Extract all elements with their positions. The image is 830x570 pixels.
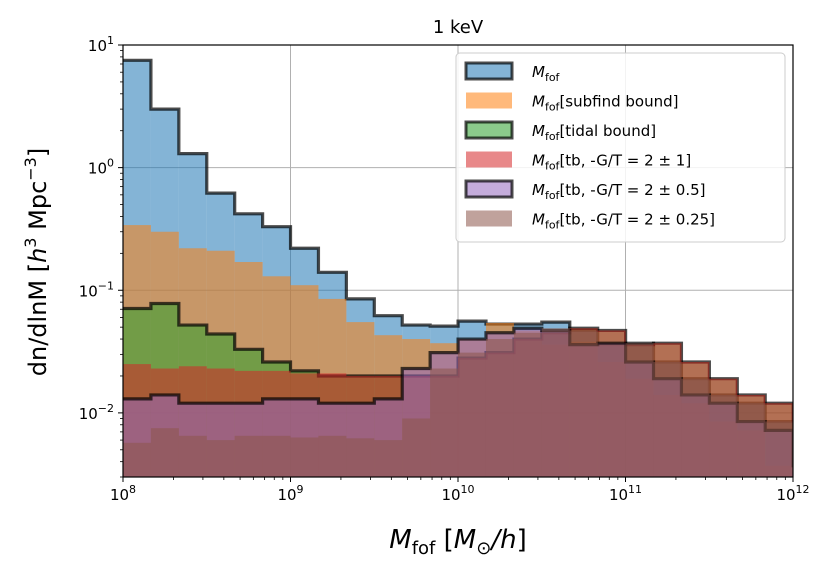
histogram-bar xyxy=(653,361,682,477)
histogram-bar xyxy=(234,435,263,477)
chart-title: 1 keV xyxy=(433,17,484,38)
histogram-bar xyxy=(513,332,542,477)
legend-swatch xyxy=(464,61,514,81)
legend-swatch xyxy=(466,151,512,168)
histogram-bar xyxy=(765,421,793,477)
x-axis-label: Mfof [M⊙/h] xyxy=(389,525,526,559)
histogram-bar xyxy=(290,437,319,477)
legend-label: Mfof[subfind bound] xyxy=(532,93,678,114)
legend-label: Mfof[tb, -G/T = 2 ± 0.5] xyxy=(532,181,706,202)
x-label-unit-rest: /h xyxy=(489,525,516,555)
x-tick-label: 1011 xyxy=(609,483,642,504)
x-tick-label: 108 xyxy=(110,483,136,504)
histogram-bar xyxy=(681,378,710,477)
legend-label: Mfof[tidal bound] xyxy=(532,122,656,143)
histogram-bar xyxy=(430,368,459,477)
histogram-bar xyxy=(346,438,375,477)
x-tick-label: 1012 xyxy=(776,483,809,504)
legend-label: Mfof xyxy=(532,63,561,84)
histogram-bar xyxy=(318,435,347,477)
x-label-sub: fof xyxy=(412,538,436,559)
histogram-bar xyxy=(625,343,654,477)
histogram-bar xyxy=(821,466,830,482)
legend-label: Mfof[tb, -G/T = 2 ± 1] xyxy=(532,152,691,173)
histogram-bar xyxy=(541,328,570,477)
histogram-bar xyxy=(821,430,830,482)
y-label-prefix: dn/dlnM [ xyxy=(24,263,52,376)
histogram-bar xyxy=(402,418,431,477)
series-5 xyxy=(123,328,830,482)
histogram-bar xyxy=(150,428,179,477)
histogram-bar xyxy=(793,422,821,482)
histogram-bar xyxy=(709,394,738,477)
legend-swatch xyxy=(464,120,514,140)
histogram-bar xyxy=(178,435,207,477)
histogram-bar xyxy=(458,352,486,477)
histogram-bar xyxy=(485,339,514,477)
histogram-bar xyxy=(821,466,830,482)
y-tick-label: 10−1 xyxy=(79,279,114,300)
histogram-bar xyxy=(793,422,821,482)
legend-swatch xyxy=(466,92,512,109)
y-axis-ticks: 101 100 10−1 10−2 xyxy=(79,34,123,478)
histogram-bar xyxy=(374,440,403,477)
histogram-bar xyxy=(793,430,821,482)
histogram-bar xyxy=(793,430,821,482)
legend-swatch xyxy=(464,179,514,199)
histogram-bar xyxy=(597,344,626,477)
x-tick-label: 109 xyxy=(277,483,303,504)
histogram-bar xyxy=(821,430,830,482)
y-label-mpc-sup: −3 xyxy=(21,157,40,181)
x-label-main: M xyxy=(389,525,411,555)
legend-label: Mfof[tb, -G/T = 2 ± 0.25] xyxy=(532,211,715,232)
histogram-bar xyxy=(793,466,821,482)
y-tick-label: 100 xyxy=(88,157,114,178)
histogram-bar xyxy=(262,435,291,477)
x-label-unit: M xyxy=(454,525,476,555)
histogram-bar xyxy=(206,440,235,477)
histogram-bar xyxy=(123,442,151,477)
x-label-unit-sub: ⊙ xyxy=(476,538,491,559)
x-tick-label: 1010 xyxy=(441,483,474,504)
x-axis-ticks: 108 109 1010 1011 1012 xyxy=(110,477,810,504)
legend-swatch xyxy=(466,210,512,227)
y-label-h: h xyxy=(24,248,52,263)
legend-frame xyxy=(455,52,786,243)
histogram-bars xyxy=(123,58,830,482)
y-label-suffix: ] xyxy=(24,148,52,157)
histogram-bar xyxy=(569,330,598,477)
x-label-bracket-close: ] xyxy=(517,525,527,555)
y-axis-label: dn/dlnM [h3 Mpc−3] xyxy=(21,148,52,376)
legend: Mfof Mfof[subfind bound] Mfof[tidal bound]… xyxy=(455,52,786,243)
y-label-middle: Mpc xyxy=(24,181,52,238)
histogram-bar xyxy=(737,403,766,477)
y-label-h-sup: 3 xyxy=(21,237,40,247)
y-tick-label: 10−2 xyxy=(79,402,114,423)
x-label-bracket-open: [ xyxy=(435,525,453,555)
y-tick-label: 101 xyxy=(88,34,114,55)
